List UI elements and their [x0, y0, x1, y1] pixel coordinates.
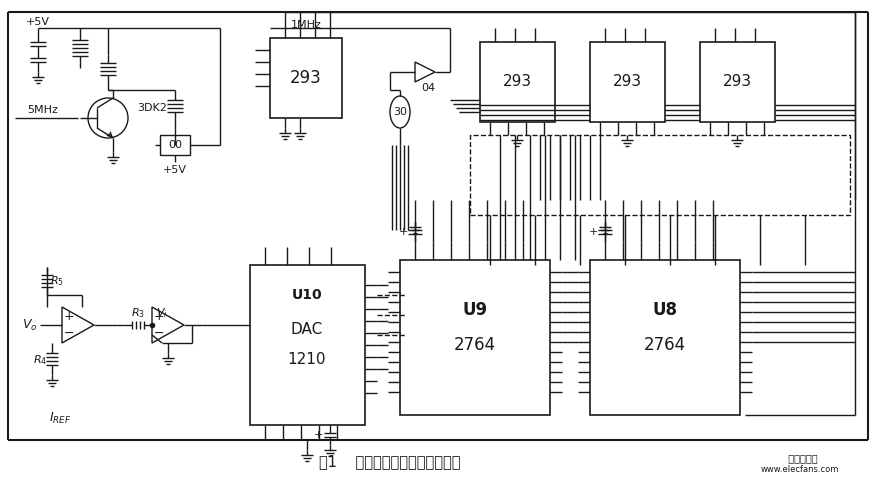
Text: 3DK2: 3DK2 [137, 103, 167, 113]
Text: 04: 04 [421, 83, 435, 93]
Text: +: + [64, 310, 74, 324]
Text: +5V: +5V [26, 17, 50, 27]
Text: +: + [314, 430, 322, 440]
Text: 2764: 2764 [454, 336, 496, 354]
Text: +: + [589, 227, 597, 237]
Text: 00: 00 [168, 140, 182, 150]
Bar [590, 260, 740, 415]
Text: +: + [399, 227, 407, 237]
Text: −: − [154, 326, 165, 340]
Text: U10: U10 [292, 288, 322, 302]
Text: 2764: 2764 [644, 336, 686, 354]
Bar [400, 260, 550, 415]
Text: $R_4$: $R_4$ [33, 353, 47, 367]
Text: 1210: 1210 [287, 352, 326, 367]
Text: $V_o$: $V_o$ [22, 318, 38, 332]
Bar [270, 38, 342, 118]
Text: $R_3$: $R_3$ [131, 306, 145, 320]
Text: DAC: DAC [291, 323, 323, 338]
Text: $V_i$: $V_i$ [156, 306, 168, 320]
Text: www.elecfans.com: www.elecfans.com [761, 466, 839, 474]
Text: 30: 30 [393, 107, 407, 117]
Text: −: − [64, 326, 74, 340]
Text: 图1    数据存储及输出电路示意图: 图1 数据存储及输出电路示意图 [319, 454, 461, 469]
Text: $R_5$: $R_5$ [50, 274, 64, 288]
Text: 电子发烧友: 电子发烧友 [782, 453, 818, 463]
Bar [160, 135, 190, 155]
Text: 1MHz: 1MHz [291, 20, 321, 30]
Text: 5MHz: 5MHz [27, 105, 59, 115]
Text: 293: 293 [290, 69, 321, 87]
Bar [250, 265, 365, 425]
Text: +5V: +5V [163, 165, 187, 175]
Bar [470, 135, 850, 215]
Bar [590, 42, 665, 122]
Text: 293: 293 [612, 75, 641, 89]
Text: 293: 293 [503, 75, 532, 89]
Text: U8: U8 [653, 301, 677, 319]
Text: 293: 293 [723, 75, 752, 89]
Text: U9: U9 [463, 301, 488, 319]
Text: $I_{REF}$: $I_{REF}$ [49, 410, 71, 426]
Text: +: + [153, 310, 165, 324]
Bar [480, 42, 555, 122]
Bar [700, 42, 775, 122]
